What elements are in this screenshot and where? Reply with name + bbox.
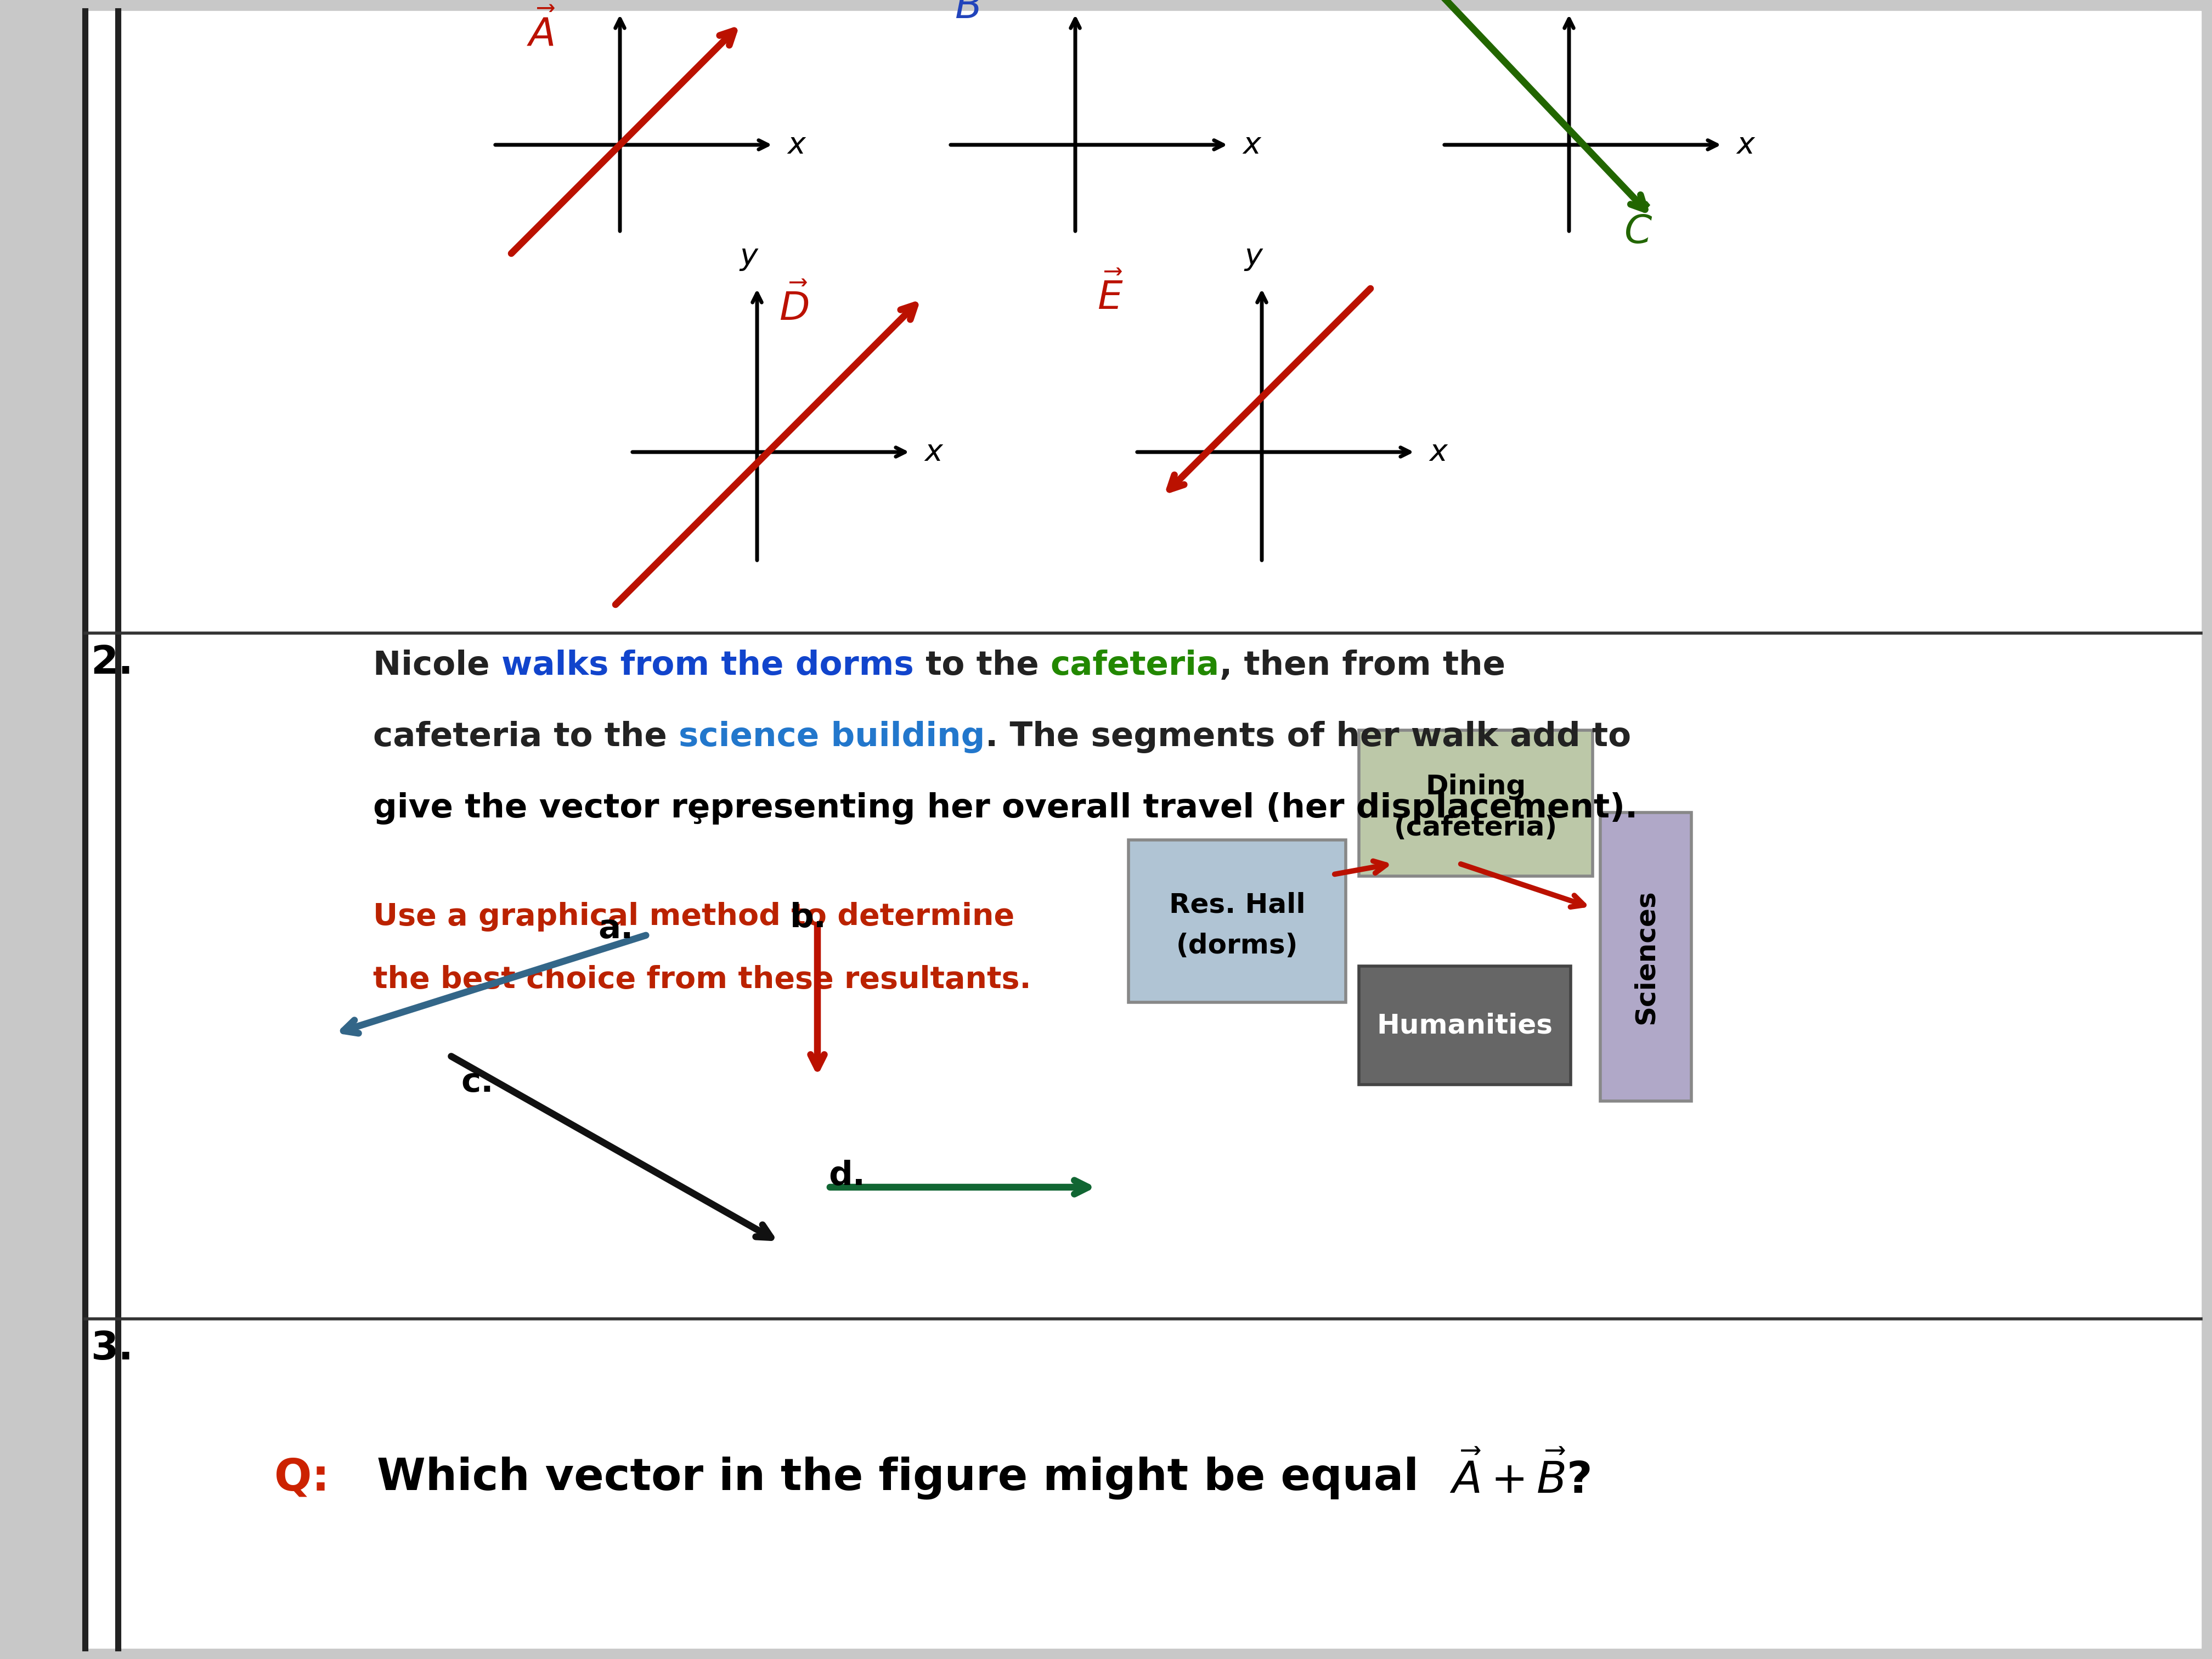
Text: a.: a. [597, 912, 633, 946]
Text: $\vec{B}$: $\vec{B}$ [956, 0, 982, 27]
Text: cafeteria: cafeteria [1051, 650, 1219, 682]
Text: (cafeteria): (cafeteria) [1394, 815, 1557, 841]
Text: Sciences: Sciences [1632, 889, 1659, 1024]
Text: give the vector rȩpresenting her overall travel (her displacement).: give the vector rȩpresenting her overall… [374, 793, 1637, 825]
FancyBboxPatch shape [1599, 813, 1692, 1102]
Text: x: x [1243, 131, 1261, 159]
Text: $\vec{E}$: $\vec{E}$ [1097, 274, 1124, 317]
Text: (dorms): (dorms) [1177, 932, 1298, 959]
Text: Nicole: Nicole [374, 650, 502, 682]
Text: Q:: Q: [274, 1457, 330, 1500]
Text: $\vec{D}$: $\vec{D}$ [779, 285, 810, 328]
Text: . The segments of her walk add to: . The segments of her walk add to [984, 722, 1630, 753]
Text: cafeteria to the: cafeteria to the [374, 722, 679, 753]
Text: c.: c. [460, 1067, 493, 1098]
Text: $\vec{C}$: $\vec{C}$ [1624, 207, 1652, 252]
Text: 2.: 2. [91, 644, 133, 682]
Text: y: y [1245, 242, 1263, 270]
Text: x: x [1429, 438, 1447, 466]
Text: to the: to the [914, 650, 1051, 682]
Text: 3.: 3. [91, 1331, 133, 1367]
Text: x: x [787, 131, 805, 159]
Text: , then from the: , then from the [1219, 650, 1506, 682]
Text: the best choice from these resultants.: the best choice from these resultants. [374, 966, 1031, 995]
FancyBboxPatch shape [1128, 839, 1345, 1002]
Text: Which vector in the figure might be equal: Which vector in the figure might be equa… [345, 1457, 1449, 1500]
Text: d.: d. [830, 1160, 865, 1193]
Text: x: x [1736, 131, 1754, 159]
FancyBboxPatch shape [1358, 730, 1593, 876]
Text: Which vector in the figure might be equal: Which vector in the figure might be equa… [345, 1457, 1449, 1500]
Text: y: y [739, 242, 759, 270]
Text: Dining: Dining [1425, 773, 1526, 800]
FancyBboxPatch shape [1358, 966, 1571, 1085]
Text: b.: b. [790, 902, 827, 934]
Text: Use a graphical method to determine: Use a graphical method to determine [374, 902, 1015, 932]
Text: Humanities: Humanities [1376, 1012, 1553, 1039]
Text: $\vec{A}+\vec{B}$?: $\vec{A}+\vec{B}$? [1449, 1453, 1590, 1503]
Text: Q:: Q: [274, 1457, 330, 1500]
Text: science building: science building [679, 722, 984, 753]
Text: $\vec{A}$: $\vec{A}$ [526, 10, 555, 55]
Text: x: x [925, 438, 942, 466]
Text: walks from the dorms: walks from the dorms [502, 650, 914, 682]
Text: Res. Hall: Res. Hall [1168, 891, 1305, 917]
